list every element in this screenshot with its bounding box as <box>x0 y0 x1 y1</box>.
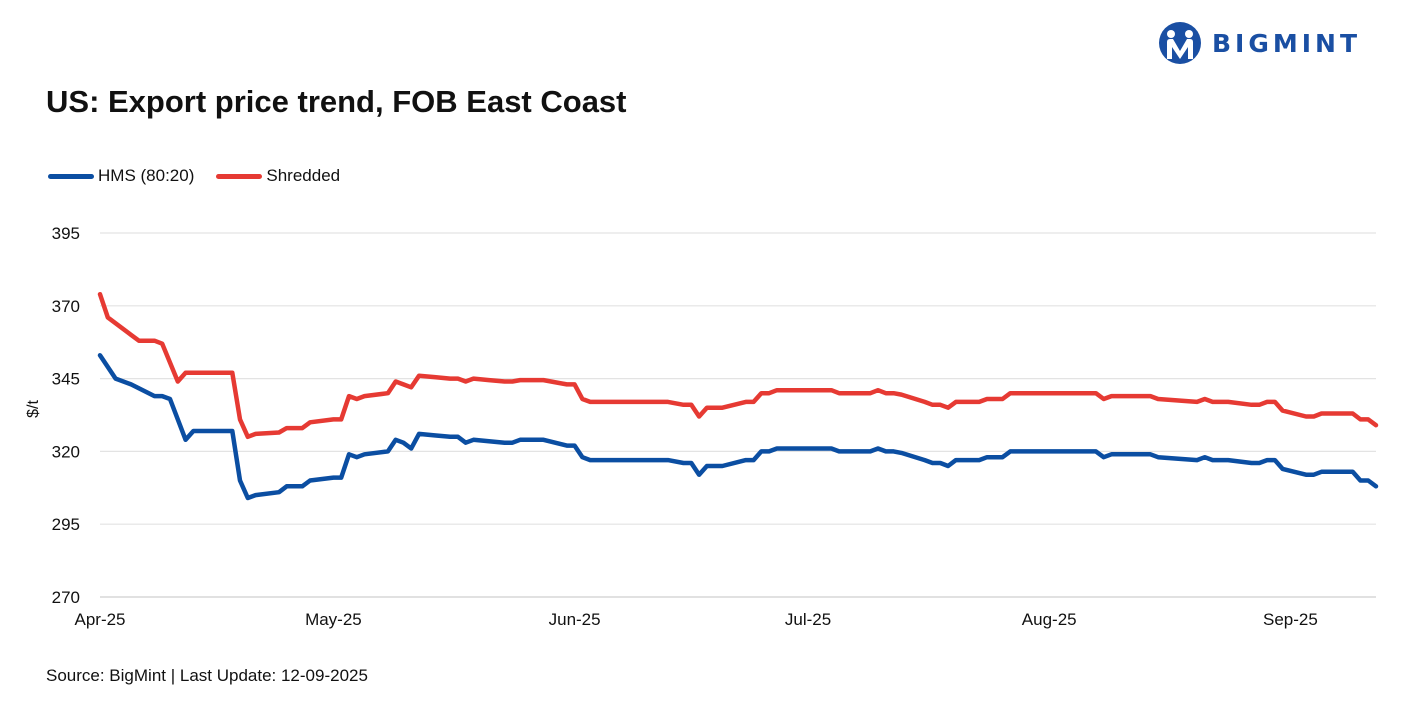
bigmint-logo-icon <box>1159 22 1201 64</box>
series-line-hms-80-20 <box>97 353 1379 501</box>
y-tick-label-345: 345 <box>52 370 80 389</box>
x-tick-label-may-25: May-25 <box>305 610 362 629</box>
x-tick-label-jun-25: Jun-25 <box>549 610 601 629</box>
chart-legend: HMS (80:20) Shredded <box>48 166 362 186</box>
legend-swatch-hms <box>48 173 94 179</box>
y-tick-label-370: 370 <box>52 297 80 316</box>
x-tick-label-aug-25: Aug-25 <box>1022 610 1077 629</box>
chart-title: US: Export price trend, FOB East Coast <box>46 84 627 119</box>
legend-item-hms: HMS (80:20) <box>48 166 194 186</box>
y-axis-label: $/t <box>25 400 42 418</box>
x-tick-label-sep-25: Sep-25 <box>1263 610 1318 629</box>
x-tick-label-jul-25: Jul-25 <box>785 610 831 629</box>
source-note: Source: BigMint | Last Update: 12-09-202… <box>46 666 368 685</box>
legend-label-shredded: Shredded <box>266 166 341 185</box>
y-tick-label-270: 270 <box>52 588 80 607</box>
series-lines <box>97 291 1379 501</box>
legend-label-hms: HMS (80:20) <box>98 166 195 185</box>
grid-lines <box>100 232 1376 598</box>
y-tick-label-295: 295 <box>52 515 80 534</box>
series-line-shredded <box>97 291 1379 440</box>
y-axis-ticks: 395 370 345 320 295 270 <box>52 224 80 607</box>
brand-name: BIGMINT <box>1212 28 1362 58</box>
brand-logo: BIGMINT <box>1158 20 1390 66</box>
x-tick-label-apr-25: Apr-25 <box>74 610 125 629</box>
legend-item-shredded: Shredded <box>216 166 340 186</box>
legend-swatch-shredded <box>216 173 263 179</box>
x-axis-ticks: Apr-25 May-25 Jun-25 Jul-25 Aug-25 Sep-25 <box>74 610 1317 629</box>
y-tick-label-395: 395 <box>52 224 80 243</box>
y-tick-label-320: 320 <box>52 442 80 461</box>
